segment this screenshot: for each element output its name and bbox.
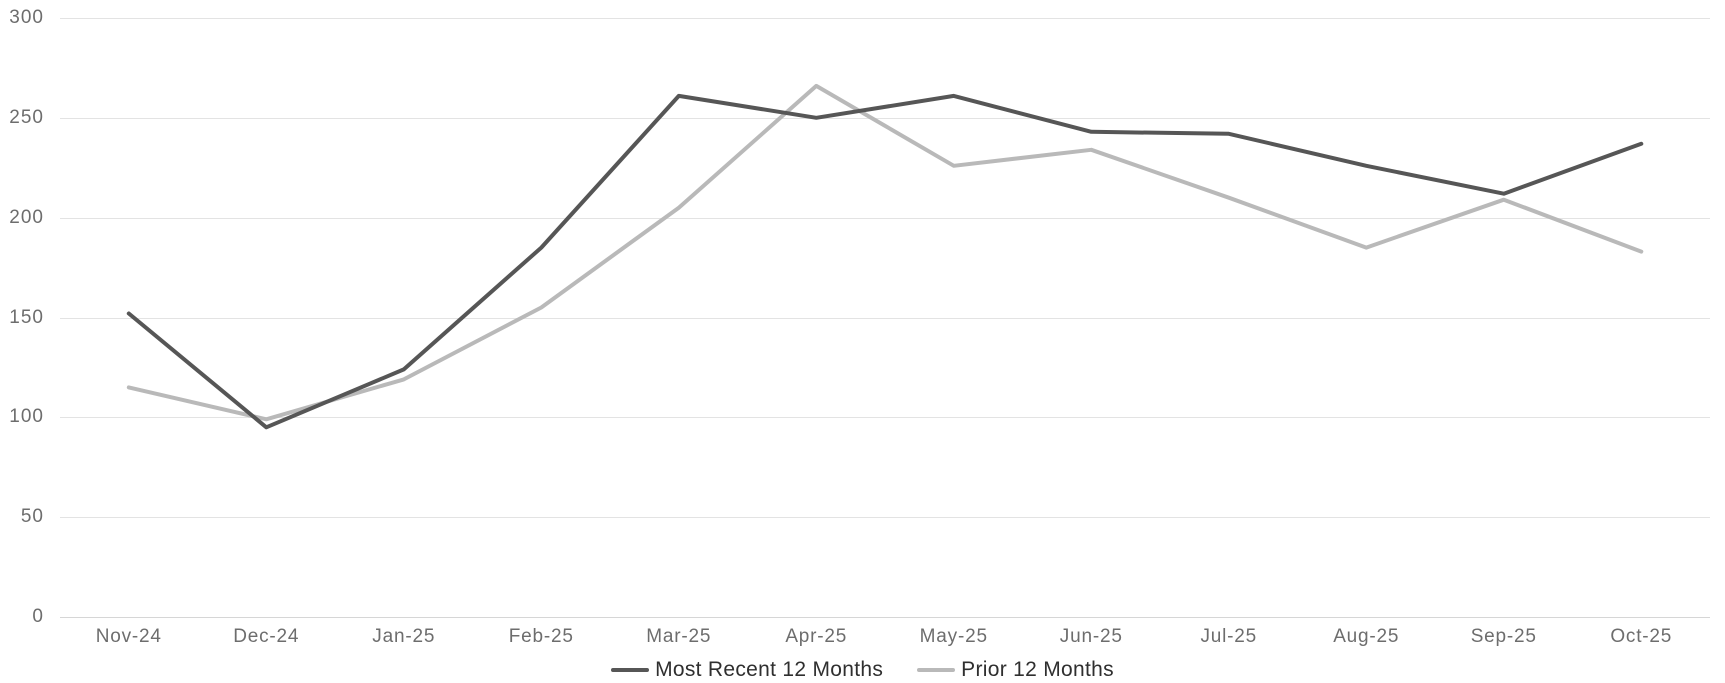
legend-swatch-most-recent [611,668,650,672]
y-tick-label: 0 [32,606,44,627]
y-tick-label: 150 [9,306,44,328]
legend-label-most-recent: Most Recent 12 Months [655,658,884,681]
series-lines [60,18,1710,617]
x-tick-label: Aug-25 [1333,626,1400,647]
x-tick-label: Jan-25 [372,626,436,647]
gridline-300 [60,18,1710,19]
series-line-most-recent [129,96,1642,427]
x-tick-label: Sep-25 [1470,626,1537,647]
gridline-100 [60,417,1710,419]
y-tick-label: 300 [9,7,44,28]
series-line-prior [129,86,1642,419]
legend-label-prior: Prior 12 Months [961,658,1114,681]
legend-swatch-prior [917,668,956,672]
x-tick-label: May-25 [919,626,988,647]
y-tick-label: 200 [9,206,44,228]
gridline-150 [60,317,1710,319]
y-tick-label: 100 [9,406,44,428]
x-tick-label: Oct-25 [1610,626,1673,647]
x-tick-label: Dec-24 [233,626,300,647]
x-tick-label: Jun-25 [1059,626,1123,647]
legend: Most Recent 12 Months Prior 12 Months [0,658,1725,682]
x-axis: Nov-24 Dec-24 Jan-25 Feb-25 Mar-25 Apr-2… [60,626,1710,648]
gridline-0 [60,617,1710,618]
gridline-250 [60,117,1710,119]
x-tick-label: Apr-25 [785,626,848,647]
x-tick-label: Jul-25 [1200,626,1258,647]
plot-area [60,18,1710,618]
x-tick-label: Mar-25 [646,626,712,647]
y-tick-label: 50 [20,506,44,528]
y-tick-label: 250 [9,106,44,128]
x-tick-label: Nov-24 [95,626,162,647]
legend-item-prior: Prior 12 Months [917,658,1114,682]
legend-item-most-recent: Most Recent 12 Months [611,658,883,682]
x-tick-label: Feb-25 [508,626,574,647]
gridline-200 [60,217,1710,219]
y-axis: 300 250 200 150 100 50 0 [0,7,46,627]
gridline-50 [60,517,1710,519]
